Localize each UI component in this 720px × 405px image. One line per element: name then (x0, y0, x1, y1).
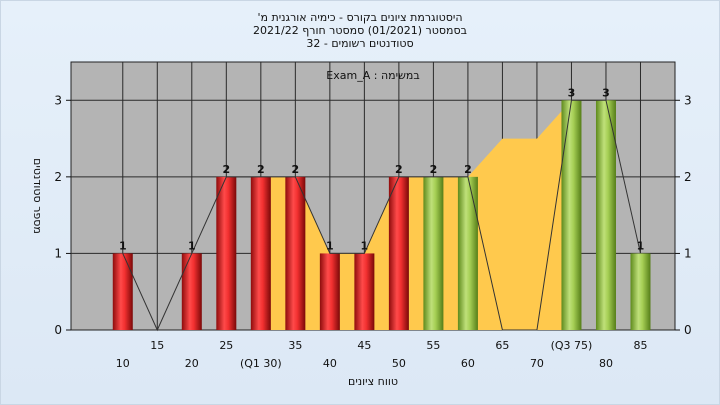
x-tick-25: 25 (219, 339, 233, 352)
value-connector-line (122, 99, 641, 332)
bar-45 (354, 253, 375, 330)
bar-35 (285, 176, 306, 330)
chart-annotation: במשימה : Exam_A (326, 69, 419, 82)
y-axis-label: מספר סטודנטים (31, 158, 44, 234)
x-tick-60: 60 (461, 357, 475, 370)
bar-85 (630, 253, 651, 330)
x-tick-85: 85 (633, 339, 647, 352)
x-tick-40: 40 (323, 357, 337, 370)
bar-80 (595, 100, 616, 331)
x-tick-80: 80 (599, 357, 613, 370)
bar-value-label-20: 1 (188, 239, 196, 252)
bar-value-label-80: 3 (602, 86, 610, 99)
x-tick-30: (Q1 30) (240, 357, 282, 370)
x-tick-10: 10 (116, 357, 130, 370)
y-tick-left-2: 2 (54, 170, 62, 184)
bar-value-label-25: 2 (222, 163, 230, 176)
bar-50 (388, 176, 409, 330)
y-tick-left-1: 1 (54, 246, 62, 260)
y-tick-right-2: 2 (684, 170, 692, 184)
x-tick-45: 45 (357, 339, 371, 352)
bar-10 (112, 253, 133, 330)
bar-value-label-55: 2 (430, 163, 438, 176)
bar-value-label-45: 1 (361, 239, 369, 252)
bar-value-label-10: 1 (119, 239, 127, 252)
bar-30 (250, 176, 271, 330)
bar-value-label-60: 2 (464, 163, 472, 176)
bar-55 (423, 176, 444, 330)
y-axis-right: 0 1 2 3 (675, 93, 692, 337)
x-tick-55: 55 (426, 339, 440, 352)
bar-value-label-75: 3 (568, 86, 576, 99)
chart-subtitle-semester: בסמסטר (01/2021) סמסטר חורף 2021/22 (253, 24, 467, 37)
x-tick-35: 35 (288, 339, 302, 352)
bar-value-label-85: 1 (637, 239, 645, 252)
bar-60 (457, 176, 478, 330)
bar-25 (216, 176, 237, 330)
y-tick-right-1: 1 (684, 246, 692, 260)
chart-subtitle-students: סטודנטים רשומים - 32 (306, 37, 414, 50)
bar-value-labels: 1 1 2 2 2 1 1 2 2 2 3 3 1 (119, 86, 644, 252)
bar-75 (561, 100, 582, 331)
bar-value-label-40: 1 (326, 239, 334, 252)
bar-value-label-50: 2 (395, 163, 403, 176)
bar-value-label-35: 2 (292, 163, 300, 176)
y-axis-left: 0 1 2 3 (54, 93, 71, 337)
y-tick-left-3: 3 (54, 93, 62, 107)
y-tick-left-0: 0 (54, 323, 62, 337)
bars (112, 100, 651, 331)
x-tick-50: 50 (392, 357, 406, 370)
x-axis-label: טווח ציונים (348, 375, 398, 388)
x-tick-20: 20 (185, 357, 199, 370)
chart-title: היסטוגרמת ציונים בקורס - כימיה אורגנית מ… (257, 11, 463, 24)
x-tick-15: 15 (150, 339, 164, 352)
x-axis: 10 15 20 25 (Q1 30) 35 40 45 50 55 60 65 70 (Q3 75) 80… (116, 339, 648, 370)
y-tick-right-0: 0 (684, 323, 692, 337)
bar-value-label-30: 2 (257, 163, 265, 176)
bar-20 (181, 253, 202, 330)
x-tick-65: 65 (495, 339, 509, 352)
x-tick-70: 70 (530, 357, 544, 370)
bar-40 (319, 253, 340, 330)
y-tick-right-3: 3 (684, 93, 692, 107)
x-tick-75: (Q3 75) (551, 339, 593, 352)
